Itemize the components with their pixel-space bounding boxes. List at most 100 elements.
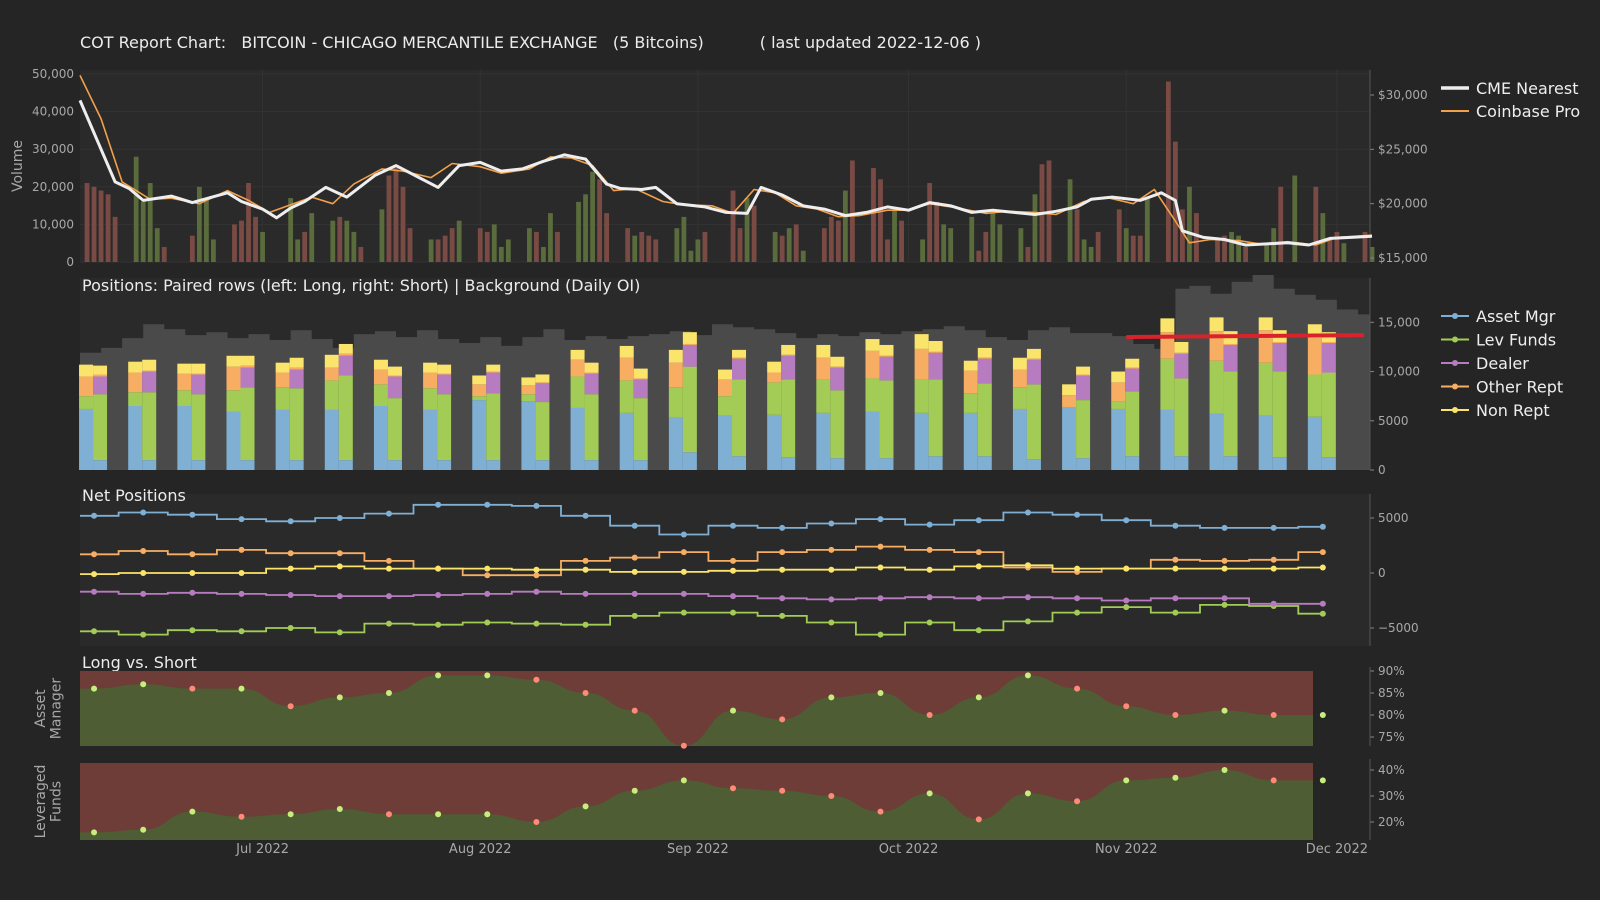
net-point-dealer [189, 589, 196, 596]
legend-label-non-rept[interactable]: Non Rept [1476, 401, 1550, 420]
positions-tick-label: 15,000 [1378, 315, 1420, 329]
long-bar-asset-mgr [324, 409, 339, 470]
long-bar-other-rept [767, 372, 782, 383]
long-share-point [1172, 774, 1179, 781]
volume-bar [154, 228, 160, 262]
volume-bar [91, 186, 97, 262]
volume-bar [1320, 213, 1326, 262]
legend-label-cme-nearest[interactable]: CME Nearest [1476, 79, 1578, 98]
net-point-dealer [631, 590, 638, 597]
long-bar-non-rept [1160, 318, 1175, 333]
long-share-point [1024, 790, 1031, 797]
long-bar-other-rept [668, 362, 683, 388]
net-point-dealer [1319, 600, 1326, 607]
short-bar-dealer [535, 383, 550, 403]
net-point-asset-mgr [91, 512, 98, 519]
net-point-non-rept [1024, 562, 1031, 569]
volume-bar [892, 209, 897, 262]
net-point-dealer [435, 592, 442, 598]
volume-bar [358, 246, 364, 262]
legend-label-other-rept[interactable]: Other Rept [1476, 378, 1563, 397]
volume-bar [1032, 194, 1038, 262]
short-bar-asset-mgr [830, 458, 845, 470]
short-bar-dealer [191, 374, 206, 395]
short-bar-dealer [1321, 342, 1336, 373]
short-bar-dealer [387, 376, 402, 399]
net-point-dealer [336, 593, 343, 600]
net-point-other-rept [877, 543, 884, 550]
net-point-dealer [1024, 594, 1031, 601]
legend-label-coinbase-pro[interactable]: Coinbase Pro [1476, 102, 1580, 121]
volume-bar [1243, 246, 1249, 262]
net-point-non-rept [1319, 564, 1326, 571]
volume-bar [674, 228, 680, 262]
short-bar-other-rept [1321, 342, 1336, 343]
long-share-point [385, 811, 392, 818]
short-bar-other-rept [1076, 374, 1091, 376]
long-bar-asset-mgr [472, 400, 487, 470]
volume-tick-label: 30,000 [32, 142, 74, 156]
volume-bar [484, 231, 490, 262]
long-bar-lev-funds [1111, 401, 1126, 409]
price-legend[interactable]: CME Nearest Coinbase Pro [1441, 79, 1580, 121]
volume-bar [1278, 186, 1284, 262]
legend-label-lev-funds[interactable]: Lev Funds [1476, 331, 1556, 350]
long-bar-other-rept [521, 385, 536, 395]
net-panel-title: Net Positions [82, 486, 186, 505]
net-point-dealer [975, 595, 982, 602]
volume-bar [477, 228, 483, 262]
legend-label-dealer[interactable]: Dealer [1476, 354, 1529, 373]
volume-bar [1095, 231, 1101, 262]
short-bar-asset-mgr [781, 457, 796, 470]
long-bar-other-rept [1258, 330, 1273, 363]
legend-label-asset-mgr[interactable]: Asset Mgr [1476, 307, 1556, 326]
net-point-non-rept [779, 566, 786, 573]
volume-bar [147, 183, 153, 262]
volume-bar [828, 216, 834, 262]
short-bar-dealer [928, 352, 943, 380]
short-bar-lev-funds [830, 390, 845, 459]
short-bar-lev-funds [732, 379, 747, 457]
short-bar-other-rept [977, 357, 992, 359]
short-bar-non-rept [387, 366, 402, 376]
long-bar-other-rept [865, 350, 880, 379]
long-share-point [287, 811, 294, 818]
long-bar-lev-funds [767, 382, 782, 415]
long-bar-lev-funds [1160, 358, 1175, 410]
net-point-other-rept [484, 572, 491, 579]
long-share-point [484, 672, 491, 679]
volume-bar [337, 216, 343, 262]
net-point-other-rept [238, 546, 245, 553]
net-point-other-rept [385, 557, 392, 564]
short-bar-non-rept [93, 365, 108, 375]
net-point-lev-funds [238, 628, 245, 635]
volume-bar [1137, 235, 1143, 262]
volume-bar [1292, 175, 1298, 262]
long-share-point [287, 703, 294, 710]
net-point-dealer [1221, 595, 1228, 602]
net-point-lev-funds [435, 621, 442, 628]
volume-bar [1144, 198, 1150, 262]
short-bar-dealer [633, 379, 648, 399]
price-tick-label: $30,000 [1378, 88, 1428, 102]
short-bar-lev-funds [1223, 371, 1238, 457]
long-bar-lev-funds [373, 384, 388, 406]
short-bar-non-rept [879, 344, 894, 356]
legend-marker-dealer [1452, 360, 1458, 366]
positions-legend[interactable]: Asset Mgr Lev Funds Dealer Other Rept Non Re… [1441, 307, 1563, 420]
net-point-dealer [91, 588, 98, 595]
long-bar-asset-mgr [128, 406, 143, 470]
long-bar-other-rept [1209, 331, 1224, 361]
short-bar-non-rept [437, 364, 452, 374]
long-bar-lev-funds [324, 380, 339, 410]
volume-bar [990, 213, 996, 262]
short-bar-non-rept [486, 364, 501, 372]
long-share-point [140, 826, 147, 833]
long-bar-asset-mgr [1258, 415, 1273, 470]
long-bar-asset-mgr [619, 412, 634, 470]
volume-bar [934, 201, 940, 262]
volume-bar [737, 228, 743, 262]
legend-marker-non-rept [1452, 407, 1458, 413]
long-bar-asset-mgr [226, 411, 241, 470]
net-point-other-rept [1319, 549, 1326, 556]
